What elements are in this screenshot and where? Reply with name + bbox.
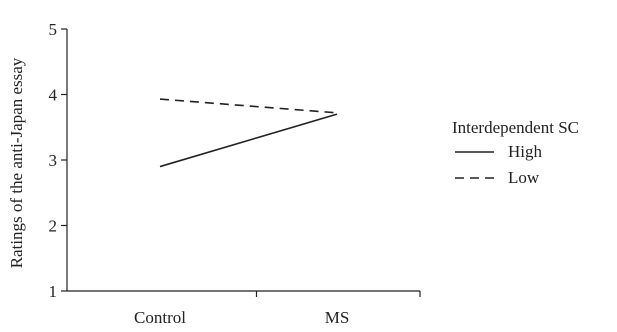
- y-tick-label: 2: [49, 217, 58, 236]
- x-tick-label: MS: [325, 308, 350, 327]
- series-line-high: [159, 113, 338, 168]
- axes: [66, 29, 420, 292]
- y-tick-label: 3: [49, 151, 58, 170]
- legend-items: High Low: [455, 142, 543, 187]
- y-tick-label: 1: [49, 282, 58, 301]
- series-lines: [159, 98, 338, 168]
- legend-label-low: Low: [508, 168, 540, 187]
- y-ticks: 1 2 3 4 5: [49, 20, 67, 301]
- y-tick-label: 4: [49, 86, 58, 105]
- x-ticks: Control MS: [134, 291, 421, 327]
- y-tick-label: 5: [49, 20, 58, 39]
- x-tick-label: Control: [134, 308, 186, 327]
- legend: Interdependent SC High Low: [452, 118, 579, 187]
- series-line-low: [159, 98, 338, 114]
- legend-label-high: High: [508, 142, 543, 161]
- legend-title: Interdependent SC: [452, 118, 579, 137]
- y-axis-title: Ratings of the anti-Japan essay: [7, 57, 26, 268]
